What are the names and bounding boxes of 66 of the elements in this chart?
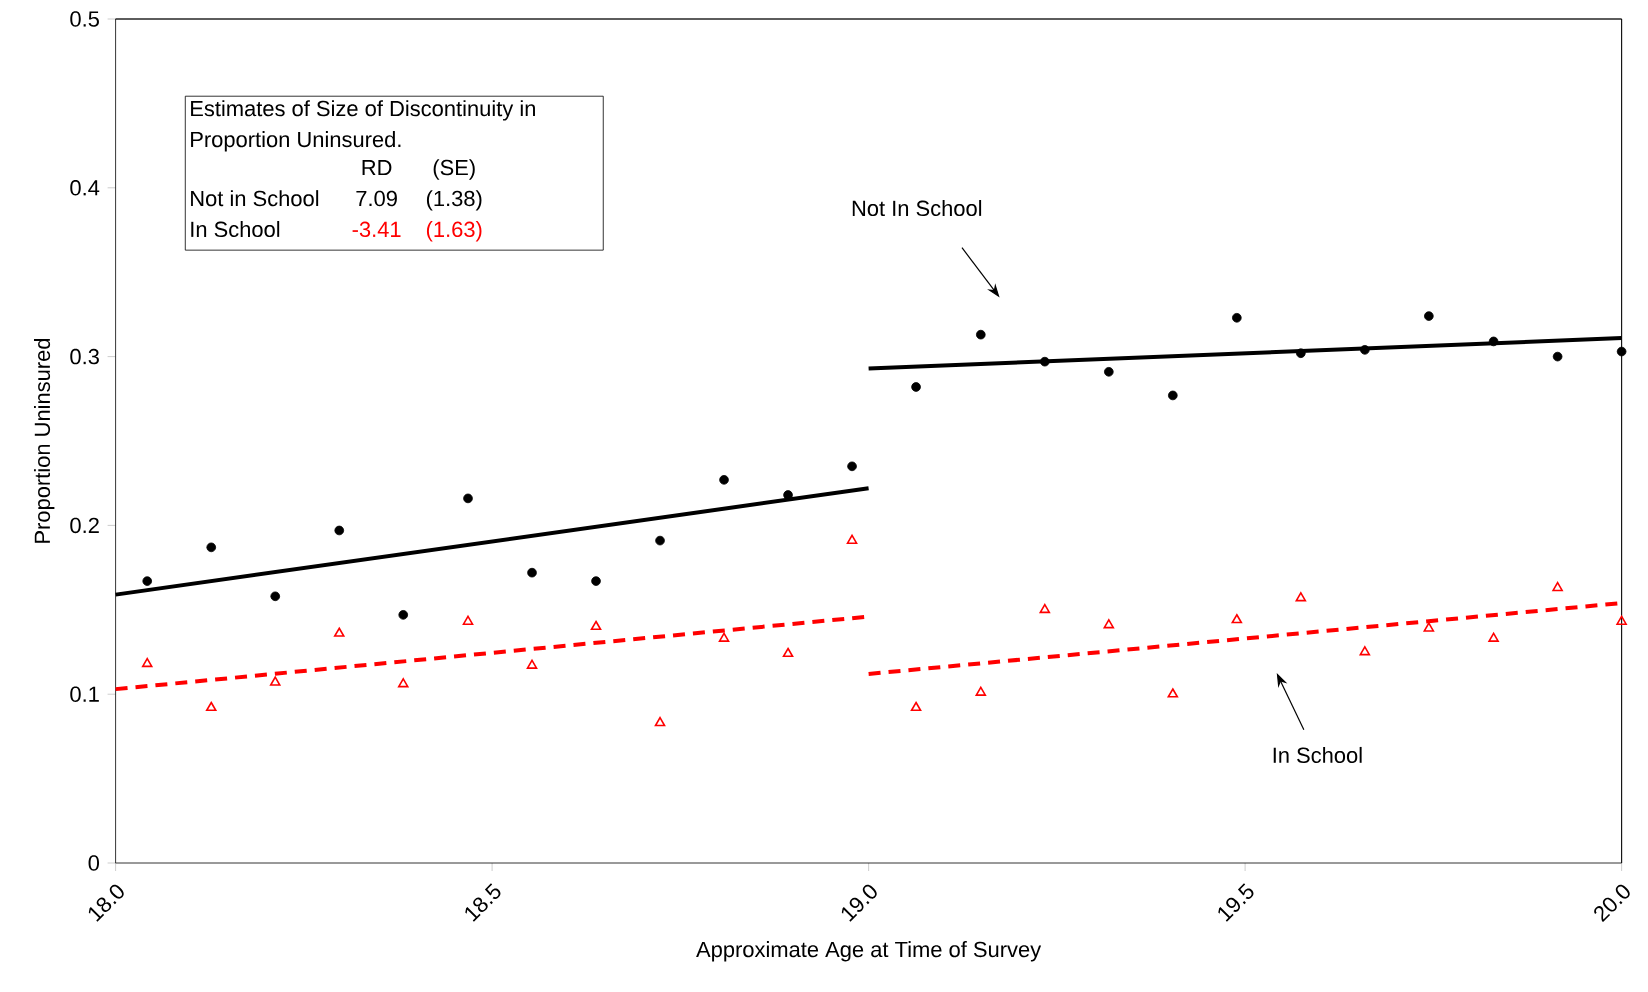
point [1040, 356, 1050, 367]
annotation: Estimates of Size of Discontinuity in Proportion Uninsured. [191, 100, 535, 152]
point [1231, 613, 1243, 624]
point [1488, 336, 1499, 347]
point [205, 701, 217, 712]
point [1616, 615, 1627, 626]
y-tick-label: 0.3 [70, 348, 99, 365]
point [398, 610, 409, 620]
point [1359, 646, 1371, 656]
annotation: In School [1273, 746, 1362, 764]
point [911, 382, 921, 392]
point [910, 701, 922, 712]
annotation: In School [191, 221, 280, 238]
point [1552, 351, 1563, 362]
y-tick-label: 0.4 [70, 180, 100, 196]
point [1232, 312, 1242, 323]
point [1039, 603, 1051, 614]
y-tick-label: 0.1 [70, 686, 99, 702]
point [526, 659, 538, 669]
point [590, 620, 602, 631]
annotation: (SE) [433, 159, 475, 180]
point [142, 576, 153, 586]
point [846, 534, 858, 544]
annotation: (1.38) [426, 190, 482, 211]
annotation: -3.41 [352, 221, 401, 238]
point [1424, 311, 1434, 321]
point [718, 632, 730, 642]
y-tick-label: 0.2 [70, 517, 99, 534]
point [847, 461, 857, 472]
point [462, 615, 474, 626]
point [269, 676, 281, 686]
point [782, 647, 794, 658]
annotation: RD [362, 160, 392, 176]
point [397, 678, 409, 688]
point [1104, 366, 1114, 377]
point [1103, 618, 1115, 629]
y-tick-label: 0 [88, 855, 100, 871]
annotation: Not In School [852, 200, 982, 217]
point [1167, 688, 1179, 698]
point [141, 657, 153, 668]
point [1552, 581, 1563, 592]
annotation: (1.63) [426, 221, 482, 242]
point [463, 493, 473, 504]
point [1295, 591, 1307, 602]
annotation: Not in School [191, 190, 319, 207]
point [655, 535, 665, 546]
annotation: 7.09 [356, 190, 397, 207]
y-tick-label: 0.5 [70, 11, 99, 27]
point [1360, 345, 1370, 355]
point [270, 591, 281, 602]
point [1616, 346, 1627, 357]
point [975, 686, 987, 696]
point [591, 576, 601, 586]
point [334, 525, 345, 536]
point [1296, 348, 1306, 359]
point [976, 329, 986, 340]
point [1168, 390, 1178, 401]
point [1488, 632, 1499, 642]
point [206, 542, 217, 553]
x-axis-title: Approximate Age at Time of Survey [696, 941, 1042, 962]
point [654, 716, 666, 727]
point [527, 567, 537, 578]
point [333, 627, 345, 637]
point [719, 475, 729, 485]
point [1423, 622, 1435, 632]
y-axis-title: Proportion Uninsured [33, 338, 55, 543]
